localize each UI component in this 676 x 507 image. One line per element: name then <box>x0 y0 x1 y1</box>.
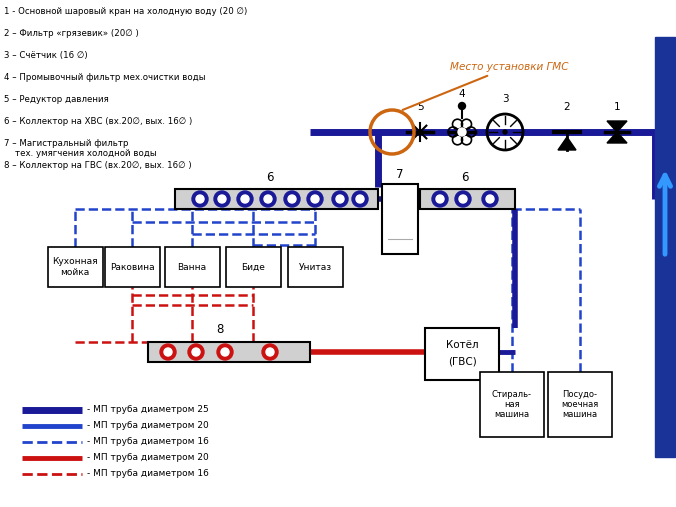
Circle shape <box>503 130 507 134</box>
Text: Котёл: Котёл <box>445 340 479 350</box>
Text: 6: 6 <box>461 171 468 184</box>
Circle shape <box>160 344 176 360</box>
Circle shape <box>241 195 249 203</box>
Text: Унитаз: Унитаз <box>298 263 331 272</box>
Text: 1: 1 <box>614 102 621 112</box>
Text: 2: 2 <box>564 102 571 112</box>
Circle shape <box>459 195 467 203</box>
Bar <box>548 372 612 437</box>
Bar <box>148 342 310 362</box>
Text: Посудо-
моечная
машина: Посудо- моечная машина <box>561 389 599 419</box>
Circle shape <box>284 191 300 207</box>
Text: 6: 6 <box>266 171 274 184</box>
Circle shape <box>436 195 444 203</box>
Circle shape <box>486 195 494 203</box>
Text: Кухонная
мойка: Кухонная мойка <box>52 257 98 277</box>
Text: 3 – Счётчик (16 ∅): 3 – Счётчик (16 ∅) <box>4 51 88 60</box>
Polygon shape <box>607 121 627 132</box>
Circle shape <box>336 195 344 203</box>
Circle shape <box>188 344 204 360</box>
Polygon shape <box>558 137 576 150</box>
Text: 3: 3 <box>502 94 508 104</box>
Polygon shape <box>607 132 627 143</box>
Circle shape <box>332 191 348 207</box>
Bar <box>288 247 343 287</box>
Bar <box>48 247 103 287</box>
Circle shape <box>196 195 204 203</box>
Circle shape <box>311 195 319 203</box>
Text: 4 – Промывочный фильтр мех.очистки воды: 4 – Промывочный фильтр мех.очистки воды <box>4 73 206 82</box>
Text: 8 – Коллектор на ГВС (вх.20∅, вых. 16∅ ): 8 – Коллектор на ГВС (вх.20∅, вых. 16∅ ) <box>4 161 191 170</box>
Text: (ГВС): (ГВС) <box>448 357 477 367</box>
Bar <box>226 247 281 287</box>
Circle shape <box>288 195 296 203</box>
Bar <box>105 247 160 287</box>
Bar <box>480 372 544 437</box>
Circle shape <box>237 191 253 207</box>
Text: - МП труба диаметром 25: - МП труба диаметром 25 <box>87 406 209 415</box>
Circle shape <box>458 128 466 136</box>
Text: 4: 4 <box>459 89 465 99</box>
Text: - МП труба диаметром 20: - МП труба диаметром 20 <box>87 421 209 430</box>
Text: 8: 8 <box>216 323 224 336</box>
Circle shape <box>432 191 448 207</box>
Circle shape <box>262 344 278 360</box>
Bar <box>382 184 418 254</box>
Circle shape <box>164 348 172 356</box>
Text: Биде: Биде <box>241 263 265 272</box>
Text: 7: 7 <box>396 168 404 181</box>
Text: 1 - Основной шаровый кран на холодную воду (20 ∅): 1 - Основной шаровый кран на холодную во… <box>4 7 247 16</box>
Circle shape <box>264 195 272 203</box>
Circle shape <box>221 348 229 356</box>
Text: 5 – Редуктор давления: 5 – Редуктор давления <box>4 95 109 104</box>
Circle shape <box>218 195 226 203</box>
Text: 7 – Магистральный фильтр
    тех. умягчения холодной воды: 7 – Магистральный фильтр тех. умягчения … <box>4 139 157 158</box>
Circle shape <box>192 191 208 207</box>
Circle shape <box>217 344 233 360</box>
Text: 5: 5 <box>416 102 423 112</box>
Circle shape <box>482 191 498 207</box>
Circle shape <box>260 191 276 207</box>
Text: 2 – Фильтр «грязевик» (20∅ ): 2 – Фильтр «грязевик» (20∅ ) <box>4 29 139 38</box>
Bar <box>165 247 220 287</box>
Bar <box>420 189 515 209</box>
Text: 6 – Коллектор на ХВС (вх.20∅, вых. 16∅ ): 6 – Коллектор на ХВС (вх.20∅, вых. 16∅ ) <box>4 117 192 126</box>
Bar <box>175 189 378 209</box>
Circle shape <box>356 195 364 203</box>
Text: Место установки ГМС: Место установки ГМС <box>403 62 569 110</box>
Circle shape <box>192 348 200 356</box>
Circle shape <box>458 102 466 110</box>
Text: - МП труба диаметром 16: - МП труба диаметром 16 <box>87 469 209 479</box>
Circle shape <box>214 191 230 207</box>
Bar <box>425 328 499 380</box>
Text: Ванна: Ванна <box>177 263 207 272</box>
Circle shape <box>352 191 368 207</box>
Text: Раковина: Раковина <box>110 263 154 272</box>
Circle shape <box>455 191 471 207</box>
Bar <box>655 37 675 457</box>
Circle shape <box>266 348 274 356</box>
Text: - МП труба диаметром 16: - МП труба диаметром 16 <box>87 438 209 447</box>
Text: - МП труба диаметром 20: - МП труба диаметром 20 <box>87 453 209 462</box>
Text: Стираль-
ная
машина: Стираль- ная машина <box>492 389 532 419</box>
Circle shape <box>307 191 323 207</box>
